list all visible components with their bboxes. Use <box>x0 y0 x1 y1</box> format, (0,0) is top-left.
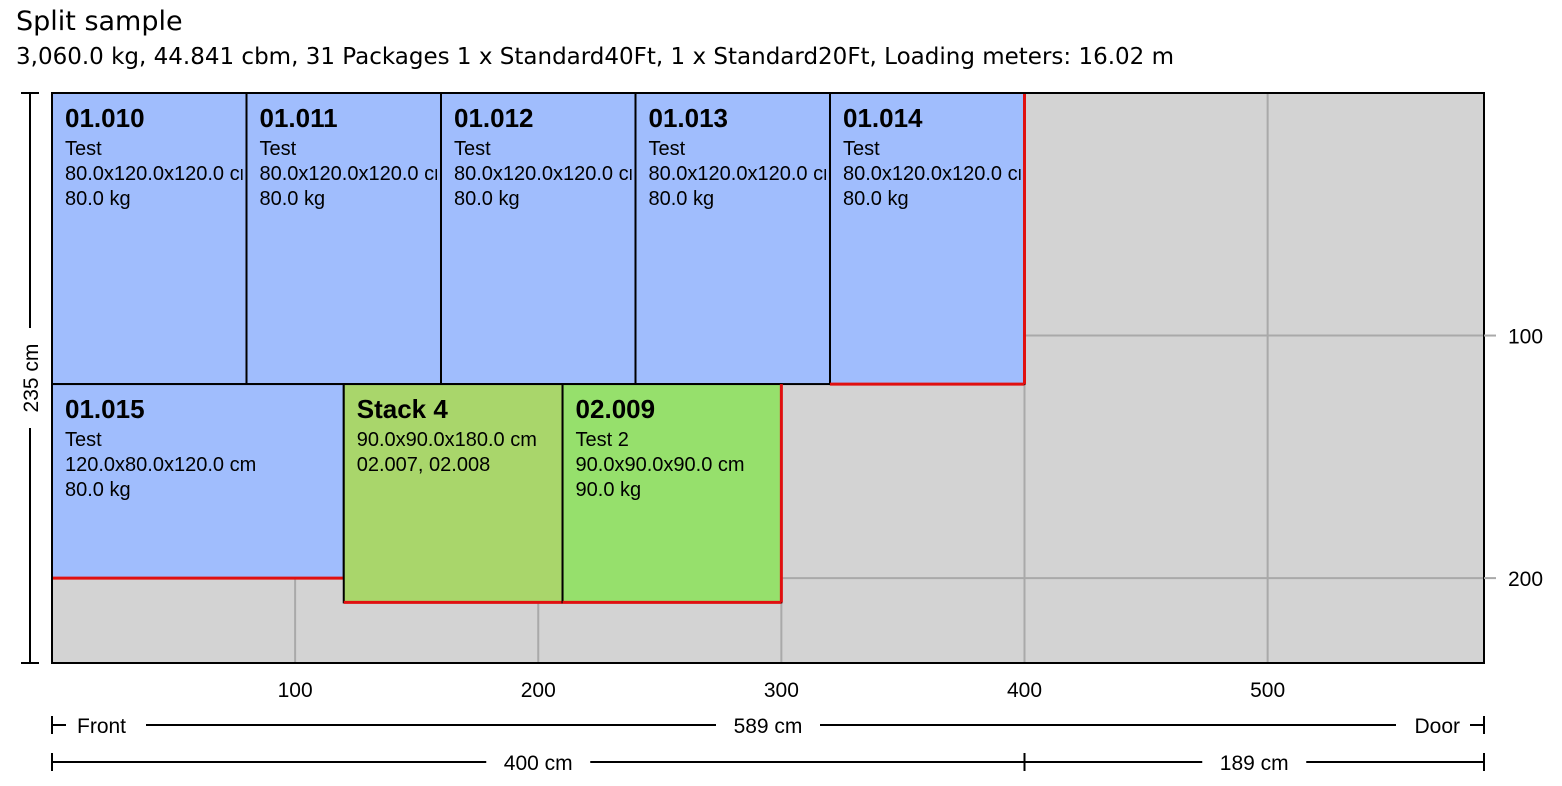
package-detail: 90.0x90.0x90.0 cm <box>576 454 745 476</box>
package-id: 01.014 <box>843 103 923 133</box>
package-box <box>561 383 783 604</box>
x-tick-label: 300 <box>764 679 799 702</box>
x-tick-label: 400 <box>1007 679 1042 702</box>
package-box <box>342 383 564 604</box>
package-detail: 80.0x120.0x120.0 cm <box>259 163 450 185</box>
package: 01.012 Test 80.0x120.0x120.0 cm 80.0 kg <box>439 92 645 386</box>
door-label: Door <box>1414 715 1460 738</box>
package-detail: 80.0 kg <box>843 188 909 210</box>
length-dimension: Front 589 cm Door <box>51 715 1485 738</box>
package-detail: Test <box>454 138 491 160</box>
package-id: 02.009 <box>576 394 656 424</box>
package-detail: 80.0 kg <box>454 188 520 210</box>
package-id: 01.015 <box>65 394 145 424</box>
y-tick-label: 100 <box>1508 326 1543 349</box>
package-detail: Test <box>65 138 102 160</box>
package: 01.010 Test 80.0x120.0x120.0 cm 80.0 kg <box>51 92 256 386</box>
package-box <box>51 383 345 580</box>
segment-label: 400 cm <box>504 752 573 775</box>
package-detail: Test <box>259 138 296 160</box>
x-tick-label: 200 <box>521 679 556 702</box>
package-id: 01.010 <box>65 103 145 133</box>
package-box <box>51 92 248 386</box>
segment-label: 189 cm <box>1220 752 1289 775</box>
segment-dimensions: 400 cm 189 cm <box>51 752 1485 775</box>
x-tick-label: 100 <box>278 679 313 702</box>
package: 01.011 Test 80.0x120.0x120.0 cm 80.0 kg <box>245 92 450 386</box>
package-detail: 120.0x80.0x120.0 cm <box>65 454 256 476</box>
package-id: 01.012 <box>454 103 534 133</box>
package-detail: 80.0 kg <box>65 479 131 501</box>
right-axis: 100 200 <box>1484 326 1543 591</box>
package-detail: 80.0 kg <box>259 188 325 210</box>
package: 01.014 Test 80.0x120.0x120.0 cm 80.0 kg <box>828 92 1034 386</box>
package: Stack 4 90.0x90.0x180.0 cm 02.007, 02.008 <box>342 383 564 604</box>
bottom-axis: 100 200 300 400 500 <box>278 679 1286 702</box>
package-detail: 02.007, 02.008 <box>357 454 490 476</box>
package-detail: Test <box>65 429 102 451</box>
length-label: 589 cm <box>734 715 803 738</box>
y-tick-label: 200 <box>1508 568 1543 591</box>
package-box <box>828 92 1026 386</box>
x-tick-label: 500 <box>1250 679 1285 702</box>
package-detail: Test 2 <box>576 429 629 451</box>
front-label: Front <box>77 715 126 738</box>
package-id: 01.011 <box>259 103 337 133</box>
package-detail: 80.0 kg <box>65 188 131 210</box>
package-detail: Test <box>843 138 880 160</box>
package-id: 01.013 <box>648 103 728 133</box>
package-box <box>439 92 637 386</box>
package: 02.009 Test 2 90.0x90.0x90.0 cm 90.0 kg <box>561 383 783 604</box>
package-detail: 80.0 kg <box>648 188 714 210</box>
package-detail: Test <box>648 138 685 160</box>
package-box <box>634 92 831 386</box>
width-dimension: 235 cm <box>20 92 43 664</box>
package: 01.013 Test 80.0x120.0x120.0 cm 80.0 kg <box>634 92 839 386</box>
package-detail: 80.0x120.0x120.0 cm <box>65 163 256 185</box>
package-detail: 80.0x120.0x120.0 cm <box>454 163 645 185</box>
width-label: 235 cm <box>20 344 43 413</box>
page-title: Split sample <box>16 6 183 37</box>
container-outline <box>51 92 1485 664</box>
package-box <box>245 92 442 386</box>
package-detail: 80.0x120.0x120.0 cm <box>843 163 1034 185</box>
package: 01.015 Test 120.0x80.0x120.0 cm 80.0 kg <box>51 383 345 580</box>
package-id: Stack 4 <box>357 394 449 424</box>
shipment-summary: 3,060.0 kg, 44.841 cbm, 31 Packages 1 x … <box>16 44 1175 70</box>
package-detail: 90.0 kg <box>576 479 642 501</box>
package-detail: 80.0x120.0x120.0 cm <box>648 163 839 185</box>
package-detail: 90.0x90.0x180.0 cm <box>357 429 537 451</box>
